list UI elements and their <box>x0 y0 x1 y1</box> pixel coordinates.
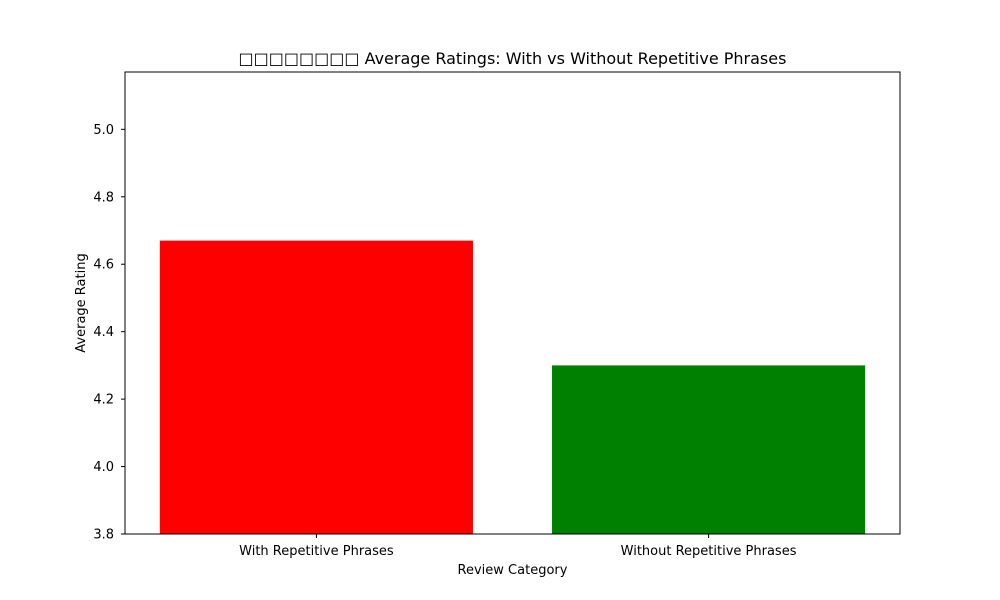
y-tick-label: 3.8 <box>93 528 114 543</box>
y-axis-label: Average Rating <box>74 253 89 352</box>
x-tick-label: With Repetitive Phrases <box>239 544 394 559</box>
bar-1 <box>159 240 473 534</box>
chart-title: □□□□□□□□ Average Ratings: With vs Withou… <box>239 49 787 68</box>
bars-group <box>159 240 866 534</box>
y-tick-label: 4.6 <box>93 258 114 273</box>
y-tick-label: 4.0 <box>93 460 114 475</box>
x-tick-label: Without Repetitive Phrases <box>621 544 797 559</box>
y-tick-label: 4.2 <box>93 393 114 408</box>
y-axis: 3.8 4.0 4.2 4.4 4.6 4.8 5.0 <box>93 123 125 543</box>
y-tick-label: 4.8 <box>93 190 114 205</box>
x-axis-label: Review Category <box>458 563 568 578</box>
x-axis: With Repetitive Phrases Without Repetitiv… <box>239 534 797 559</box>
y-tick-label: 4.4 <box>93 325 114 340</box>
y-tick-label: 5.0 <box>93 123 114 138</box>
plot-frame <box>124 71 901 535</box>
bar-2 <box>552 365 866 534</box>
